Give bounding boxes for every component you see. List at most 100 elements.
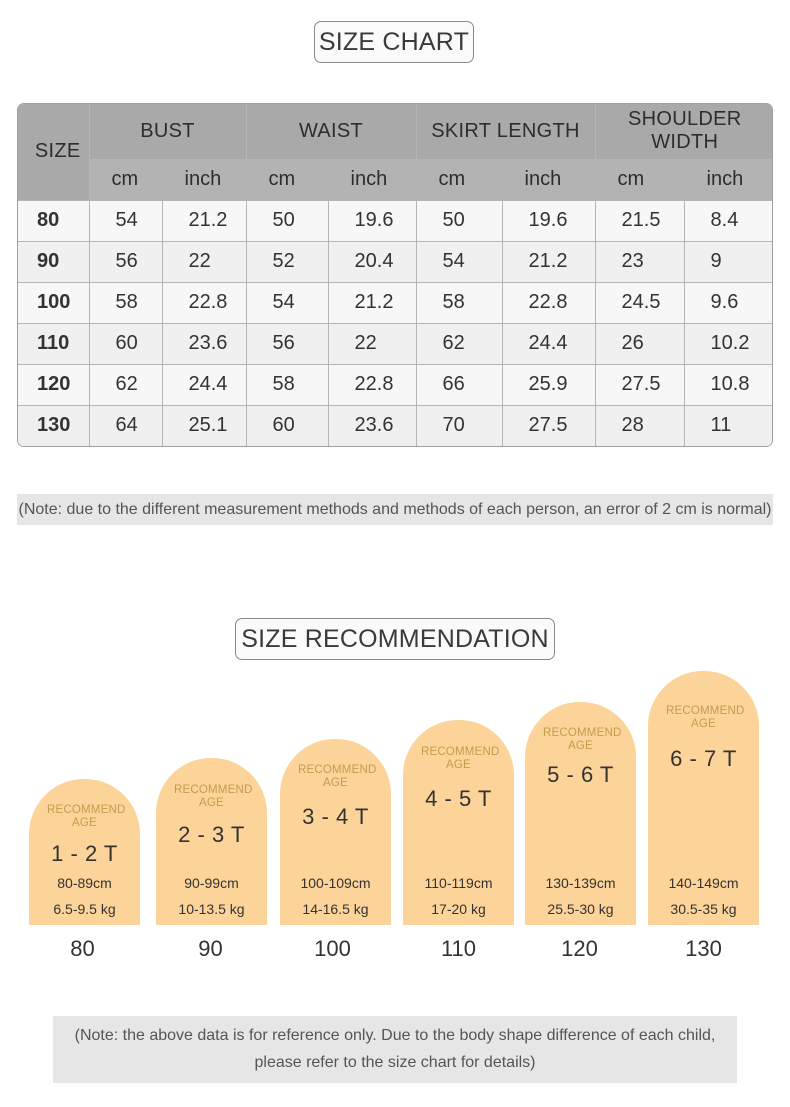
table-cell: 20.4 bbox=[327, 240, 417, 283]
recommend-weight: 14-16.5 kg bbox=[302, 901, 369, 917]
recommend-age-value: 1 - 2 T bbox=[51, 841, 118, 866]
size-cell: 100 bbox=[18, 281, 90, 324]
table-cell: 24.5 bbox=[594, 281, 685, 324]
recommend-weight: 30.5-35 kg bbox=[670, 901, 737, 917]
recommend-weight: 6.5-9.5 kg bbox=[53, 901, 116, 917]
table-row: 110 60 23.6 56 22 62 24.4 26 10.2 bbox=[18, 322, 772, 365]
recommend-height: 110-119cm bbox=[424, 875, 493, 891]
group-header-shoulder-width: SHOULDER WIDTH bbox=[594, 104, 772, 160]
table-cell: 19.6 bbox=[501, 199, 596, 242]
table-cell: 21.5 bbox=[594, 199, 685, 242]
table-cell: 24.4 bbox=[161, 363, 247, 406]
table-cell: 50 bbox=[415, 199, 503, 242]
table-cell: 9 bbox=[683, 240, 772, 283]
group-header-waist: WAIST bbox=[245, 104, 417, 160]
table-cell: 54 bbox=[245, 281, 329, 324]
table-cell: 58 bbox=[245, 363, 329, 406]
recommend-age-label: RECOMMEND AGE bbox=[174, 784, 253, 809]
table-cell: 28 bbox=[594, 404, 685, 446]
recommend-card-80: RECOMMEND AGE 1 - 2 T 80-89cm 6.5-9.5 kg bbox=[29, 779, 140, 925]
unit-header: inch bbox=[161, 158, 247, 201]
recommend-size-110: 110 bbox=[440, 936, 477, 961]
reference-note-line-2: please refer to the size chart for detai… bbox=[254, 1054, 536, 1071]
group-header-bust: BUST bbox=[88, 104, 247, 160]
table-row: 120 62 24.4 58 22.8 66 25.9 27.5 10.8 bbox=[18, 363, 772, 406]
table-cell: 26 bbox=[594, 322, 685, 365]
table-cell: 22 bbox=[327, 322, 417, 365]
recommend-age-label: RECOMMEND AGE bbox=[47, 804, 126, 829]
recommend-weight: 25.5-30 kg bbox=[547, 901, 614, 917]
table-cell: 62 bbox=[415, 322, 503, 365]
recommend-size-90: 90 bbox=[198, 936, 223, 961]
recommend-age-value: 2 - 3 T bbox=[178, 822, 245, 847]
group-header-skirt-length: SKIRT LENGTH bbox=[415, 104, 596, 160]
table-cell: 11 bbox=[683, 404, 772, 446]
table-cell: 10.8 bbox=[683, 363, 772, 406]
size-cell: 130 bbox=[18, 404, 90, 446]
table-cell: 27.5 bbox=[501, 404, 596, 446]
table-cell: 21.2 bbox=[327, 281, 417, 324]
size-cell: 90 bbox=[18, 240, 90, 283]
recommend-height: 100-109cm bbox=[300, 875, 371, 891]
size-header: SIZE bbox=[18, 104, 90, 201]
table-cell: 10.2 bbox=[683, 322, 772, 365]
recommend-height: 80-89cm bbox=[57, 875, 112, 891]
unit-header: cm bbox=[415, 158, 503, 201]
measurement-note: (Note: due to the different measurement … bbox=[17, 494, 773, 525]
table-row: 130 64 25.1 60 23.6 70 27.5 28 11 bbox=[18, 404, 772, 446]
unit-header: cm bbox=[594, 158, 685, 201]
recommend-age-value: 6 - 7 T bbox=[670, 746, 737, 771]
recommend-size-120: 120 bbox=[561, 936, 598, 961]
table-cell: 23.6 bbox=[327, 404, 417, 446]
table-cell: 50 bbox=[245, 199, 329, 242]
table-cell: 58 bbox=[88, 281, 163, 324]
table-cell: 25.1 bbox=[161, 404, 247, 446]
table-cell: 66 bbox=[415, 363, 503, 406]
table-row: 80 54 21.2 50 19.6 50 19.6 21.5 8.4 bbox=[18, 199, 772, 242]
table-cell: 21.2 bbox=[161, 199, 247, 242]
recommend-height: 130-139cm bbox=[545, 875, 616, 891]
table-cell: 23.6 bbox=[161, 322, 247, 365]
recommend-age-label: RECOMMEND AGE bbox=[666, 705, 745, 730]
recommend-age-label: RECOMMEND AGE bbox=[298, 764, 377, 789]
recommend-size-80: 80 bbox=[70, 936, 95, 961]
size-cell: 110 bbox=[18, 322, 90, 365]
table-row: 100 58 22.8 54 21.2 58 22.8 24.5 9.6 bbox=[18, 281, 772, 324]
table-cell: 52 bbox=[245, 240, 329, 283]
size-recommendation-title: SIZE RECOMMENDATION bbox=[235, 618, 555, 660]
table-cell: 70 bbox=[415, 404, 503, 446]
table-cell: 60 bbox=[245, 404, 329, 446]
table-cell: 22.8 bbox=[161, 281, 247, 324]
table-cell: 21.2 bbox=[501, 240, 596, 283]
recommend-size-100: 100 bbox=[314, 936, 351, 961]
table-cell: 23 bbox=[594, 240, 685, 283]
size-chart-table: SIZE BUST WAIST SKIRT LENGTH SHOULDER WI… bbox=[17, 103, 773, 447]
recommend-age-value: 4 - 5 T bbox=[425, 786, 492, 811]
recommend-size-130: 130 bbox=[685, 936, 722, 961]
table-cell: 56 bbox=[88, 240, 163, 283]
unit-header: inch bbox=[683, 158, 772, 201]
table-cell: 58 bbox=[415, 281, 503, 324]
unit-header: cm bbox=[245, 158, 329, 201]
recommend-age-label: RECOMMEND AGE bbox=[543, 727, 622, 752]
recommend-age-value: 5 - 6 T bbox=[547, 762, 614, 787]
recommend-card-120: RECOMMEND AGE 5 - 6 T 130-139cm 25.5-30 … bbox=[525, 702, 636, 925]
table-cell: 54 bbox=[88, 199, 163, 242]
recommend-height: 90-99cm bbox=[184, 875, 239, 891]
table-cell: 56 bbox=[245, 322, 329, 365]
table-cell: 19.6 bbox=[327, 199, 417, 242]
recommend-card-100: RECOMMEND AGE 3 - 4 T 100-109cm 14-16.5 … bbox=[280, 739, 391, 925]
table-cell: 54 bbox=[415, 240, 503, 283]
size-cell: 120 bbox=[18, 363, 90, 406]
recommend-weight: 17-20 kg bbox=[431, 901, 486, 917]
table-cell: 9.6 bbox=[683, 281, 772, 324]
recommend-card-130: RECOMMEND AGE 6 - 7 T 140-149cm 30.5-35 … bbox=[648, 671, 759, 925]
table-cell: 60 bbox=[88, 322, 163, 365]
table-cell: 62 bbox=[88, 363, 163, 406]
table-cell: 24.4 bbox=[501, 322, 596, 365]
table-cell: 25.9 bbox=[501, 363, 596, 406]
size-cell: 80 bbox=[18, 199, 90, 242]
recommend-card-90: RECOMMEND AGE 2 - 3 T 90-99cm 10-13.5 kg bbox=[156, 758, 267, 925]
recommend-card-110: RECOMMEND AGE 4 - 5 T 110-119cm 17-20 kg bbox=[403, 720, 514, 925]
recommend-age-label: RECOMMEND AGE bbox=[421, 746, 500, 771]
